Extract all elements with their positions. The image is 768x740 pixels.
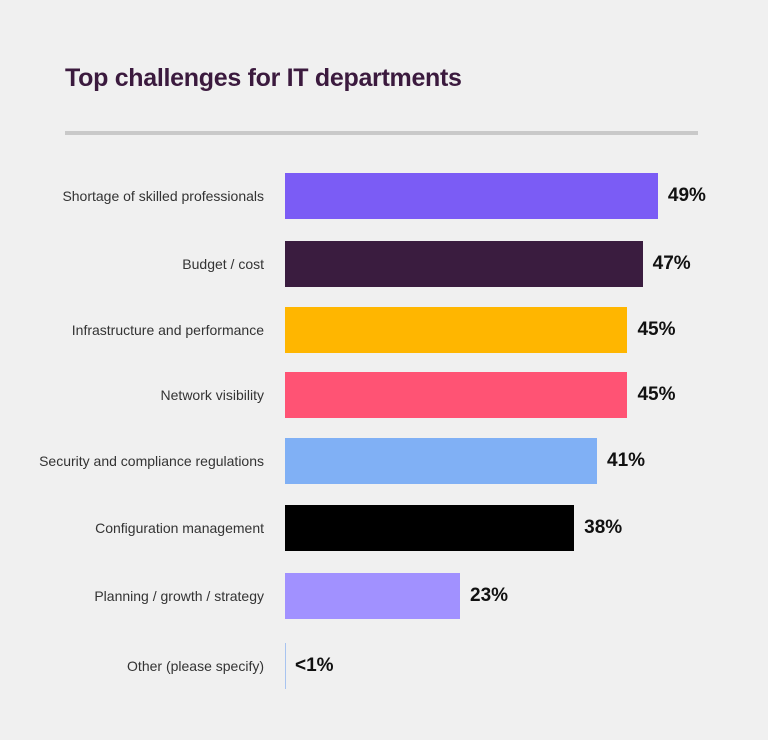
data-label: 47% (652, 253, 691, 274)
category-label: Other (please specify) (127, 658, 264, 674)
bar (285, 372, 628, 418)
divider (65, 131, 698, 135)
bar-row: Infrastructure and performance 45% (0, 307, 768, 353)
category-label: Budget / cost (182, 256, 264, 272)
bar (285, 307, 628, 353)
data-label: <1% (295, 655, 334, 676)
data-label: 38% (584, 517, 623, 538)
bar-row: Planning / growth / strategy 23% (0, 573, 768, 619)
bar-row: Budget / cost 47% (0, 241, 768, 287)
bar-row: Configuration management 38% (0, 505, 768, 551)
chart-title: Top challenges for IT departments (65, 64, 462, 92)
category-label: Network visibility (160, 387, 264, 403)
bar (285, 505, 575, 551)
bar (285, 643, 286, 689)
category-label: Shortage of skilled professionals (62, 188, 264, 204)
category-label: Configuration management (95, 520, 264, 536)
bar (285, 438, 597, 484)
data-label: 23% (470, 585, 509, 606)
data-label: 45% (637, 319, 676, 340)
data-label: 41% (607, 450, 646, 471)
category-label: Security and compliance regulations (39, 453, 264, 469)
bar-row: Shortage of skilled professionals 49% (0, 173, 768, 219)
category-label: Planning / growth / strategy (94, 588, 264, 604)
category-label: Infrastructure and performance (71, 322, 264, 338)
bar (285, 241, 643, 287)
data-label: 45% (637, 384, 676, 405)
bar-row: Security and compliance regulations 41% (0, 438, 768, 484)
bar-row: Other (please specify) <1% (0, 643, 768, 689)
bar (285, 573, 461, 619)
bar (285, 173, 658, 219)
bar-row: Network visibility 45% (0, 372, 768, 418)
data-label: 49% (667, 185, 706, 206)
